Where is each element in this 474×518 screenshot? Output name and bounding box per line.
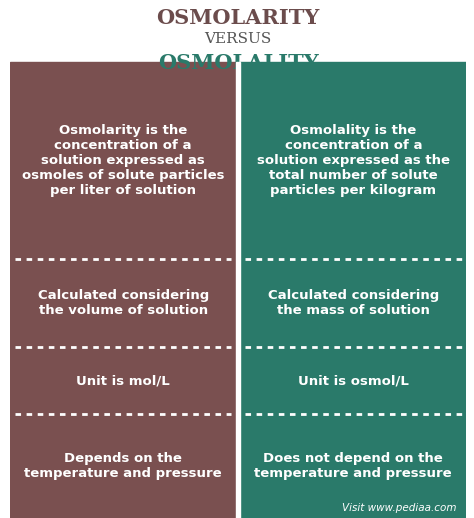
Bar xyxy=(10,0,466,62)
Text: OSMOLALITY: OSMOLALITY xyxy=(158,53,319,73)
Text: VERSUS: VERSUS xyxy=(205,32,272,46)
Text: Unit is mol/L: Unit is mol/L xyxy=(76,374,170,387)
Text: Visit www.pediaa.com: Visit www.pediaa.com xyxy=(343,503,457,513)
Text: Unit is osmol/L: Unit is osmol/L xyxy=(298,374,409,387)
Text: Depends on the
temperature and pressure: Depends on the temperature and pressure xyxy=(24,452,222,480)
Bar xyxy=(240,259,466,347)
Bar xyxy=(10,259,236,347)
Text: Calculated considering
the volume of solution: Calculated considering the volume of sol… xyxy=(37,289,209,317)
Text: Calculated considering
the mass of solution: Calculated considering the mass of solut… xyxy=(268,289,439,317)
Bar xyxy=(240,414,466,518)
Bar xyxy=(240,347,466,414)
Text: Osmolality is the
concentration of a
solution expressed as the
total number of s: Osmolality is the concentration of a sol… xyxy=(257,124,450,197)
Bar xyxy=(10,414,236,518)
Text: Osmolarity is the
concentration of a
solution expressed as
osmoles of solute par: Osmolarity is the concentration of a sol… xyxy=(22,124,224,197)
Bar xyxy=(240,62,466,259)
Bar xyxy=(10,347,236,414)
Text: OSMOLARITY: OSMOLARITY xyxy=(156,8,320,28)
Bar xyxy=(236,62,240,518)
Bar xyxy=(10,62,236,259)
Text: Does not depend on the
temperature and pressure: Does not depend on the temperature and p… xyxy=(255,452,452,480)
